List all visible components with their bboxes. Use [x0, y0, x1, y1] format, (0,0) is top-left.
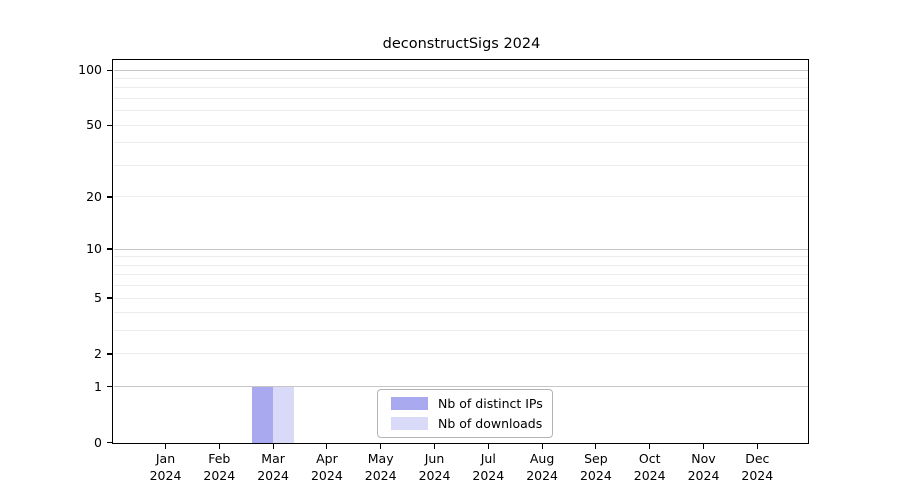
y-tick-label: 2 [94, 345, 102, 361]
y-gridline-minor [114, 98, 808, 100]
y-tick [106, 353, 112, 355]
y-tick-label: 5 [94, 290, 102, 305]
y-tick [106, 442, 112, 444]
x-tick-label: Jun 2024 [418, 451, 451, 483]
x-tick-label: Jul 2024 [472, 451, 505, 483]
x-tick [164, 444, 167, 449]
legend-swatch-downloads [391, 417, 428, 430]
x-tick [649, 444, 651, 449]
y-tick-label: 0 [94, 434, 102, 450]
x-tick-label: Oct 2024 [633, 451, 666, 483]
y-gridline-minor [114, 142, 808, 144]
x-tick [272, 444, 274, 449]
y-gridline-major [114, 248, 808, 250]
y-gridline-minor [114, 297, 808, 299]
y-gridline-minor [114, 264, 808, 266]
y-tick [106, 196, 112, 198]
y-tick-label: 100 [78, 62, 102, 78]
x-tick-label: Sep 2024 [579, 451, 612, 483]
x-tick [326, 444, 328, 449]
y-gridline-major [114, 386, 808, 388]
y-tick [106, 297, 112, 299]
x-tick-label: Aug 2024 [526, 451, 558, 483]
y-tick-label: 50 [86, 117, 102, 133]
x-tick [380, 444, 382, 449]
y-gridline-minor [114, 256, 808, 258]
x-tick [702, 444, 705, 449]
x-tick-label: Mar 2024 [257, 451, 289, 483]
y-gridline-minor [114, 78, 808, 80]
legend: Nb of distinct IPs Nb of downloads [377, 389, 553, 438]
y-gridline-minor [114, 87, 808, 89]
plot-area [112, 59, 809, 444]
x-tick [487, 444, 489, 449]
x-tick-label: Jan 2024 [149, 451, 182, 483]
y-gridline-minor [114, 353, 808, 355]
y-gridline-minor [114, 164, 808, 166]
y-tick-label: 20 [86, 188, 102, 204]
y-tick-label: 10 [86, 241, 102, 257]
x-tick-label: Nov 2024 [687, 451, 720, 483]
legend-swatch-distinct-ips [391, 397, 428, 410]
x-tick-label: Dec 2024 [741, 451, 774, 483]
x-tick [756, 444, 758, 449]
y-gridline-minor [114, 312, 808, 314]
chart-title: deconstructSigs 2024 [382, 36, 541, 52]
y-gridline-minor [114, 285, 808, 287]
y-gridline-minor [114, 274, 808, 276]
y-gridline-minor [114, 330, 808, 332]
legend-label-downloads: Nb of downloads [438, 416, 543, 431]
x-tick-label: May 2024 [364, 451, 397, 483]
y-gridline-minor [114, 110, 808, 112]
x-tick [218, 444, 220, 449]
y-tick [106, 124, 112, 126]
y-tick [106, 69, 112, 71]
y-tick [106, 248, 112, 250]
bar-downloads-mar-2024 [273, 386, 295, 443]
x-tick [433, 444, 436, 449]
x-tick [541, 444, 543, 449]
y-tick [106, 386, 112, 388]
y-gridline-major [114, 69, 808, 71]
legend-item-downloads: Nb of downloads [391, 416, 552, 431]
x-tick [595, 444, 597, 449]
bar-distinct-ips-mar-2024 [252, 386, 274, 443]
x-tick-label: Apr 2024 [310, 451, 343, 483]
legend-item-distinct-ips: Nb of distinct IPs [391, 396, 552, 411]
y-gridline-minor [114, 124, 808, 126]
y-tick-label: 1 [94, 378, 102, 394]
legend-label-distinct-ips: Nb of distinct IPs [438, 396, 543, 411]
y-gridline-minor [114, 196, 808, 198]
x-tick-label: Feb 2024 [203, 451, 236, 483]
